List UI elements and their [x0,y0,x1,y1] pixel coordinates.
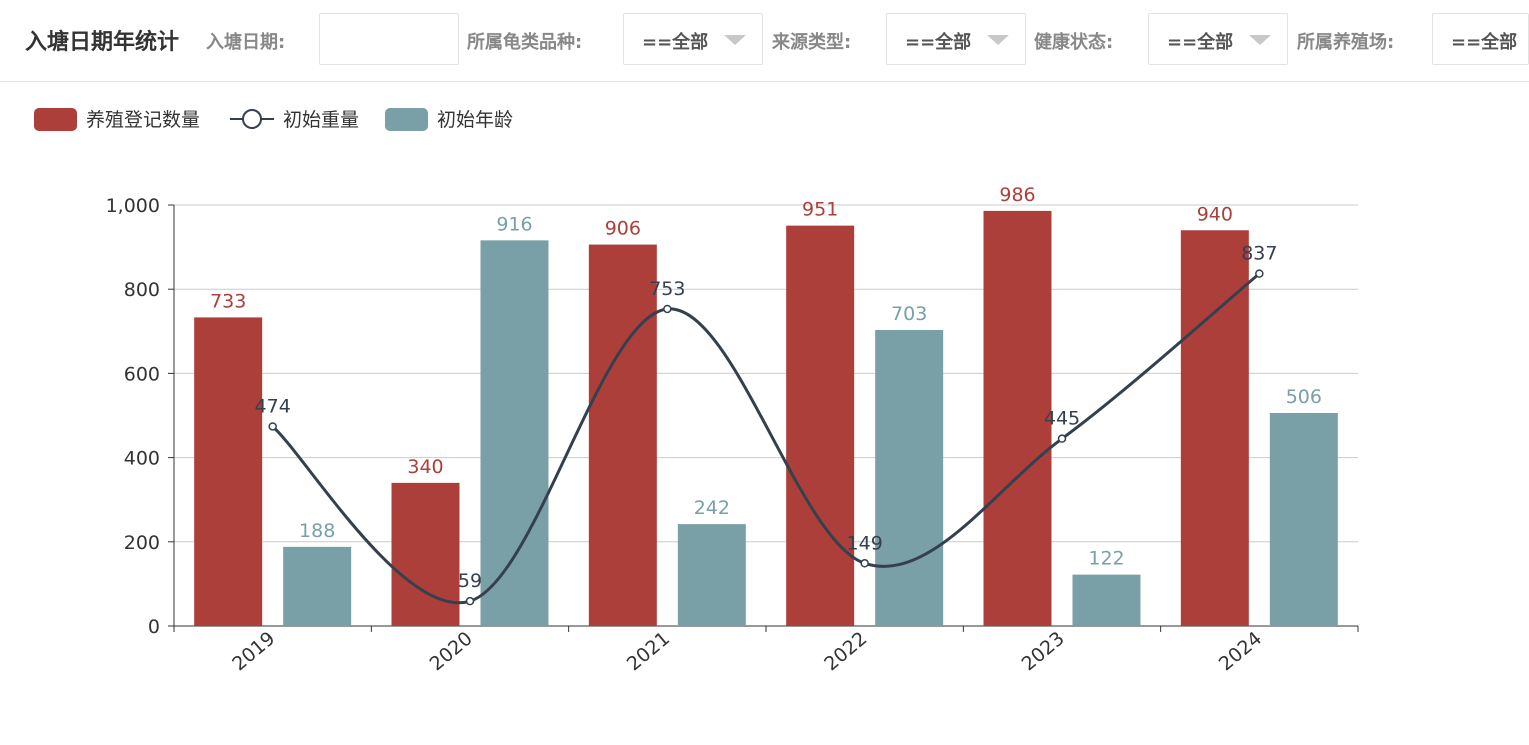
line-data-label: 474 [255,395,291,417]
filter-bar: 入塘日期年统计 入塘日期: 所属龟类品种: ==全部 来源类型: ==全部 健康… [0,0,1529,82]
line-data-label: 837 [1241,243,1277,265]
y-tick-label: 400 [124,448,160,470]
bar-data-label: 986 [999,184,1035,206]
health-select-value: ==全部 [1167,32,1234,53]
line-point [268,422,277,431]
date-input[interactable] [319,13,459,65]
x-tick-label: 2021 [623,627,674,675]
line-point [465,596,475,606]
bar-data-label: 951 [802,199,838,221]
filter-label-date: 入塘日期: [206,32,286,53]
line-data-label: 59 [458,570,482,592]
source-select[interactable]: ==全部 [886,13,1026,65]
bar [786,225,855,626]
bar [1180,230,1249,626]
bar [194,317,263,626]
species-select[interactable]: ==全部 [623,13,763,65]
filter-label-species: 所属龟类品种: [467,32,583,53]
x-tick-label: 2019 [228,627,279,675]
filter-label-farm: 所属养殖场: [1297,32,1395,53]
source-select-value: ==全部 [905,32,972,53]
y-tick-label: 1,000 [106,195,160,217]
legend-label: 初始重量 [283,109,359,131]
chart: 0 200 400 600 800 1,000 2019 2020 2021 2022 2023 20… [34,108,1359,675]
series-line [271,272,1261,605]
page-title: 入塘日期年统计 [25,30,180,55]
bar [480,240,549,626]
y-tick-label: 0 [148,616,160,638]
species-select-value: ==全部 [642,32,709,53]
bar-data-label: 188 [299,520,335,542]
bar [1269,412,1338,626]
legend-label: 初始年龄 [437,109,513,131]
x-tick-label: 2022 [820,627,871,675]
legend-label: 养殖登记数量 [86,109,200,131]
bar-data-label: 242 [694,497,730,519]
bar-data-label: 506 [1286,386,1322,408]
chevron-down-icon [987,35,1009,45]
filter-label-source: 来源类型: [772,32,852,53]
bar [677,524,746,626]
x-tick-label: 2020 [426,627,477,675]
line-point [663,304,672,314]
bar [983,210,1052,627]
line-point [1255,269,1264,278]
health-select[interactable]: ==全部 [1148,13,1288,65]
y-tick-label: 800 [124,279,160,301]
farm-select[interactable]: ==全部 [1432,13,1529,65]
x-tick-label: 2024 [1215,627,1266,675]
bar [588,244,657,626]
bar [875,330,944,626]
line-point [860,559,869,568]
bar [391,482,460,626]
y-tick-label: 600 [124,363,160,385]
x-tick-label: 2023 [1018,627,1069,675]
legend-swatch-bar [34,108,77,131]
bar-data-label: 916 [496,213,532,235]
legend-swatch-point [242,109,262,129]
y-tick-label: 200 [124,532,160,554]
filter-label-health: 健康状态: [1034,32,1114,53]
line-point [1057,434,1067,443]
bar-data-label: 122 [1088,548,1124,570]
bar [1072,574,1141,626]
line-data-label: 149 [847,532,883,554]
farm-select-value: ==全部 [1451,32,1518,53]
bar-data-label: 703 [891,303,927,325]
bar-data-label: 340 [407,456,443,478]
bar [283,546,352,626]
chevron-down-icon [1249,35,1271,45]
line-data-label: 753 [649,278,685,300]
line-data-label: 445 [1044,408,1080,430]
bar-data-label: 733 [210,290,246,312]
bar-data-label: 906 [605,218,641,240]
chevron-down-icon [724,35,746,45]
bar-data-label: 940 [1197,203,1233,225]
legend-swatch-bar [385,108,428,131]
